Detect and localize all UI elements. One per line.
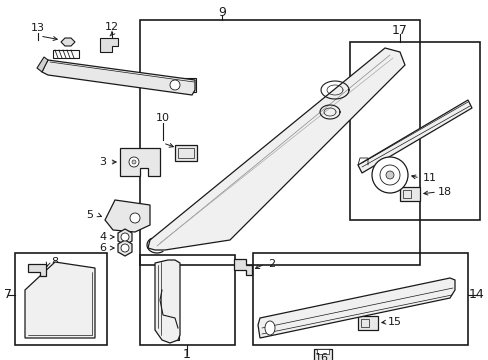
Text: 7: 7: [4, 288, 12, 302]
Circle shape: [121, 233, 129, 241]
Bar: [360, 319, 368, 327]
Bar: [15, 253, 107, 345]
Text: 14: 14: [468, 288, 484, 302]
Text: 18: 18: [437, 187, 451, 197]
Bar: [178, 148, 194, 158]
Circle shape: [170, 80, 180, 90]
Circle shape: [379, 165, 399, 185]
Text: 9: 9: [218, 5, 225, 18]
Text: 10: 10: [156, 113, 170, 123]
Bar: [316, 349, 328, 354]
Polygon shape: [148, 48, 404, 250]
Text: 16: 16: [314, 353, 328, 360]
Bar: [399, 187, 419, 201]
Text: 6: 6: [99, 243, 106, 253]
Ellipse shape: [264, 321, 274, 335]
Polygon shape: [234, 259, 251, 275]
Circle shape: [385, 171, 393, 179]
Polygon shape: [357, 100, 471, 173]
Text: 1: 1: [183, 348, 190, 360]
Bar: [175, 145, 197, 161]
Bar: [140, 255, 235, 345]
Bar: [155, 295, 160, 301]
Bar: [155, 308, 160, 314]
Circle shape: [121, 244, 129, 252]
Bar: [102, 40, 110, 46]
Bar: [80, 318, 92, 332]
Circle shape: [129, 157, 139, 167]
Text: 2: 2: [268, 259, 275, 269]
Bar: [140, 20, 419, 265]
Text: 5: 5: [86, 210, 93, 220]
Text: 12: 12: [105, 22, 119, 32]
Text: 17: 17: [391, 23, 407, 36]
Circle shape: [132, 160, 136, 164]
Polygon shape: [37, 57, 48, 72]
Bar: [402, 190, 410, 198]
Polygon shape: [155, 260, 180, 343]
Text: 11: 11: [422, 173, 436, 183]
Bar: [252, 253, 467, 345]
Text: 3: 3: [99, 157, 106, 167]
Polygon shape: [42, 60, 195, 95]
Polygon shape: [118, 229, 132, 245]
Bar: [349, 42, 479, 220]
Bar: [182, 78, 196, 92]
Polygon shape: [258, 278, 454, 338]
Bar: [167, 330, 179, 340]
Polygon shape: [28, 264, 46, 276]
Circle shape: [130, 213, 140, 223]
Bar: [53, 50, 79, 58]
Text: 8: 8: [51, 257, 59, 267]
Polygon shape: [120, 148, 160, 176]
Bar: [357, 316, 377, 330]
Text: 4: 4: [99, 232, 106, 242]
Polygon shape: [118, 240, 132, 256]
Polygon shape: [100, 38, 118, 52]
Circle shape: [371, 157, 407, 193]
Text: 13: 13: [31, 23, 45, 33]
Bar: [313, 349, 331, 360]
Polygon shape: [61, 38, 75, 46]
Polygon shape: [25, 262, 95, 338]
Polygon shape: [105, 200, 150, 232]
Text: 15: 15: [387, 317, 401, 327]
